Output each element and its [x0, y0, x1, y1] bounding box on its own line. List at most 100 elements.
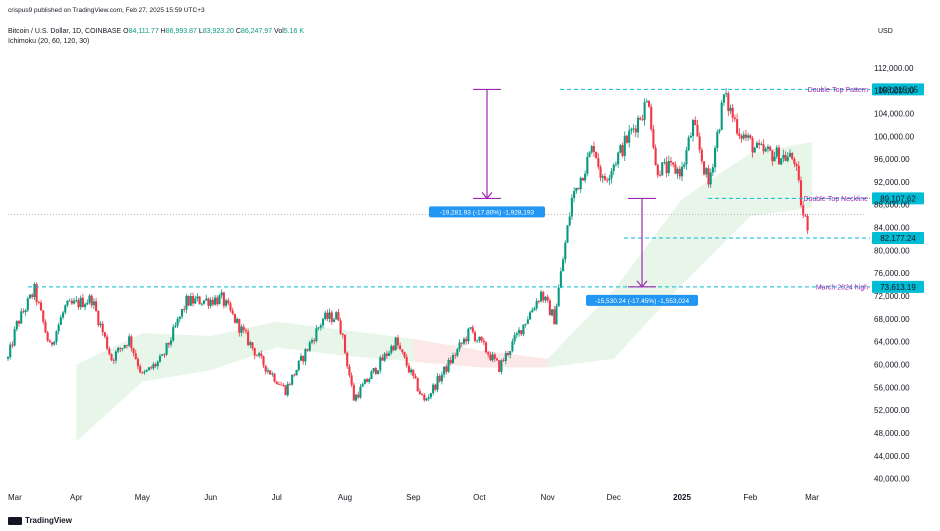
candle-body	[86, 302, 89, 305]
candle-body	[597, 158, 600, 167]
candle-body	[669, 160, 673, 163]
candle-body	[266, 370, 269, 372]
candle-body	[216, 297, 219, 305]
candle-body	[716, 131, 719, 148]
candle-body	[694, 120, 697, 126]
candle-body	[599, 166, 602, 178]
candle-body	[705, 168, 708, 175]
level-price-tag	[872, 83, 924, 96]
candle-body	[773, 156, 776, 162]
candle-body	[577, 187, 580, 190]
x-tick-label: Apr	[70, 493, 83, 502]
candle-body	[242, 326, 245, 331]
candle-body	[77, 300, 80, 308]
y-axis: 40,000.00 44,000.00 48,000.00 52,000.00 56,0…	[874, 64, 915, 484]
candle-body	[636, 117, 640, 133]
candle-body	[405, 356, 408, 366]
candle-body	[795, 163, 798, 166]
candle-body	[621, 145, 624, 156]
ohlc-low: 83,923.20	[202, 28, 234, 35]
candle-body	[187, 295, 190, 306]
candle-body	[623, 135, 626, 156]
candle-body	[302, 355, 305, 362]
candle-body	[88, 295, 91, 303]
candle-body	[484, 342, 488, 353]
candle-body	[548, 300, 551, 316]
candle-body	[354, 394, 358, 401]
y-tick-label: 68,000.00	[874, 315, 910, 324]
level-label: March 2024 high	[816, 284, 868, 291]
candle-body	[661, 162, 664, 176]
candle-body	[460, 342, 463, 344]
candle-body	[277, 384, 280, 385]
ohlc-high: 86,993.87	[165, 28, 197, 35]
level-label: Double-Top Pattern	[808, 87, 868, 94]
candle-body	[236, 318, 239, 323]
measure-label-text: -19,281.93 (-17.80%) -1,928,193	[440, 209, 535, 216]
candle-body	[381, 357, 384, 361]
measure-label-text: -15,530.24 (-17.45%) -1,553,024	[595, 298, 690, 305]
candle-body	[440, 374, 443, 382]
x-tick-label: Aug	[338, 493, 352, 502]
candle-body	[612, 164, 615, 172]
y-tick-label: 40,000.00	[874, 475, 910, 484]
y-tick-label: 48,000.00	[874, 429, 910, 438]
candle-body	[630, 128, 633, 131]
candle-body	[297, 360, 300, 370]
candle-body	[26, 298, 29, 311]
candle-body	[619, 145, 622, 153]
candle-body	[784, 154, 787, 161]
candle-body	[725, 93, 728, 95]
candle-body	[319, 325, 322, 328]
candle-body	[172, 326, 175, 341]
x-tick-label: Jul	[272, 493, 282, 502]
candle-body	[804, 215, 807, 217]
candle-body	[286, 383, 289, 396]
candle-body	[97, 311, 100, 325]
cloud-segment	[210, 321, 277, 371]
candle-body	[262, 356, 265, 366]
candle-body	[418, 391, 421, 394]
candle-body	[374, 368, 377, 374]
candle-body	[271, 373, 274, 375]
cloud-segment	[345, 330, 414, 362]
y-tick-label: 60,000.00	[874, 360, 910, 369]
y-tick-label: 112,000.00	[874, 64, 914, 73]
candle-body	[678, 168, 681, 177]
candle-body	[125, 345, 128, 346]
candle-body	[451, 355, 455, 364]
y-tick-label: 100,000.00	[874, 132, 915, 141]
candle-body	[46, 332, 49, 341]
candle-body	[310, 340, 314, 343]
candle-body	[81, 297, 84, 308]
candle-body	[462, 338, 466, 344]
candle-body	[542, 291, 545, 301]
candle-body	[791, 153, 794, 160]
candle-body	[238, 318, 241, 333]
candle-body	[443, 366, 446, 375]
candle-body	[456, 349, 459, 356]
candle-body	[152, 364, 155, 369]
candle-body	[506, 352, 510, 355]
candle-body	[793, 159, 796, 164]
candle-body	[143, 371, 146, 373]
candle-body	[123, 345, 126, 349]
candle-body	[786, 156, 789, 161]
level-price-text: 82,177.24	[880, 234, 916, 243]
volume-value: 5.16 K	[283, 28, 305, 35]
level-price-tag	[872, 280, 924, 293]
candle-body	[562, 259, 565, 272]
candle-body	[68, 300, 71, 302]
candle-body	[295, 369, 298, 376]
candle-body	[62, 312, 65, 318]
candle-body	[55, 331, 58, 342]
symbol-ohlc-line: Bitcoin / U.S. Dollar, 1D, COINBASE O84,…	[8, 28, 304, 35]
x-tick-label: Mar	[805, 493, 819, 502]
candle-body	[586, 156, 589, 174]
candle-body	[703, 161, 706, 175]
ohlc-high-label: H	[160, 28, 166, 35]
candle-body	[652, 129, 655, 148]
candle-body	[158, 355, 162, 362]
candle-body	[388, 352, 391, 356]
candle-body	[658, 175, 662, 177]
